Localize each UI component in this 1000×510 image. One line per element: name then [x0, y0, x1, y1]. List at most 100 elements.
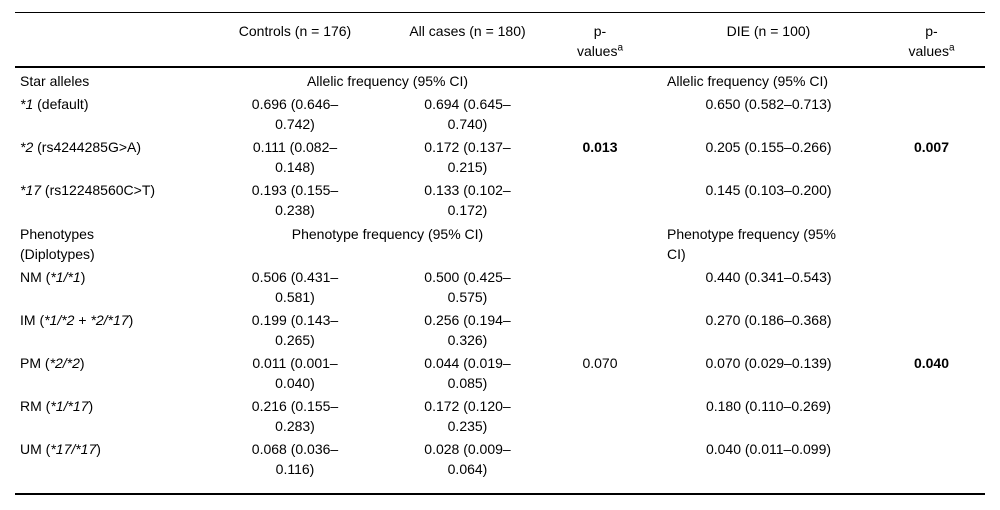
allele-name: *17/*17 — [50, 441, 97, 457]
cell-pvalue-cases: 0.070 — [582, 355, 618, 371]
cell-all-cases: 0.172 (0.137– 0.215) — [424, 139, 511, 175]
cell-controls: 0.011 (0.001– 0.040) — [252, 355, 338, 391]
table-row-rm: RM (*1/*17) 0.216 (0.155– 0.283) 0.172 (… — [15, 394, 985, 437]
row-label: NM (*1/*1) — [15, 265, 230, 308]
label-text: ) — [96, 441, 101, 457]
cell-all-cases: 0.256 (0.194– 0.326) — [424, 312, 511, 348]
cell-all-cases: 0.172 (0.120– 0.235) — [424, 398, 511, 434]
cell-pvalue-die — [860, 437, 985, 495]
cell-pvalue-cases — [545, 221, 655, 265]
allele-name: *2 — [20, 139, 34, 155]
cell-controls: 0.199 (0.143– 0.265) — [251, 312, 339, 348]
col-header-pvalues-die: p- valuesa — [860, 12, 985, 68]
pvalues-label: p- values — [908, 23, 949, 59]
table-row-allele-1: *1 (default) 0.696 (0.646– 0.742) 0.694 … — [15, 92, 985, 135]
cell-controls: 0.506 (0.431– 0.581) — [251, 269, 339, 305]
row-label: Phenotypes (Diplotypes) — [20, 226, 95, 262]
cell-pvalue-cases — [545, 437, 655, 495]
cell-all-cases: 0.028 (0.009– 0.064) — [360, 437, 545, 495]
cell-all-cases: 0.500 (0.425– 0.575) — [424, 269, 511, 305]
cell-pvalue-die — [860, 221, 985, 265]
cell-die: 0.650 (0.582–0.713) — [705, 96, 832, 112]
table-row-allele-2: *2 (rs4244285G>A) 0.111 (0.082– 0.148) 0… — [15, 135, 985, 178]
label-text: UM ( — [20, 441, 51, 457]
cell-pvalue-die — [860, 178, 985, 221]
allele-name: *1/*2 — [44, 312, 75, 328]
col-header-controls: Controls (n = 176) — [230, 12, 360, 68]
cell-die: 0.205 (0.155–0.266) — [705, 139, 832, 155]
allele-name: *1/*17 — [50, 398, 89, 414]
table-container: Controls (n = 176) All cases (n = 180) p… — [15, 12, 985, 495]
cell-pvalue-cases: 0.013 — [582, 139, 618, 155]
cell-die: 0.440 (0.341–0.543) — [705, 269, 832, 285]
allele-name: *1/*1 — [50, 269, 81, 285]
cell-die: 0.040 (0.011–0.099) — [655, 437, 860, 495]
label-text: ) — [79, 355, 85, 371]
table-row-pm: PM (*2/*2) 0.011 (0.001– 0.040) 0.044 (0… — [15, 351, 985, 394]
label-text: (default) — [33, 96, 89, 112]
cell-die: 0.145 (0.103–0.200) — [705, 182, 832, 198]
label-text: ) — [80, 269, 86, 285]
cell-die: 0.070 (0.029–0.139) — [705, 355, 832, 371]
table-row-um: UM (*17/*17) 0.068 (0.036– 0.116) 0.028 … — [15, 437, 985, 495]
row-label: *1 (default) — [15, 92, 230, 135]
row-label: IM (*1/*2 + *2/*17) — [15, 308, 230, 351]
cell-controls: 0.696 (0.646– 0.742) — [251, 96, 339, 132]
cell-pvalue-die: 0.007 — [913, 139, 950, 155]
span-header-die: Allelic frequency (95% CI) — [667, 73, 829, 89]
cell-pvalue-cases — [545, 92, 655, 135]
allele-name: *2/*2 — [49, 355, 80, 371]
cell-controls: 0.068 (0.036– 0.116) — [230, 437, 360, 495]
table-row-nm: NM (*1/*1) 0.506 (0.431– 0.581) 0.500 (0… — [15, 265, 985, 308]
cell-pvalue-die — [860, 265, 985, 308]
allele-name: *2/*17 — [90, 312, 129, 328]
row-label: *2 (rs4244285G>A) — [15, 135, 230, 178]
cell-pvalue-die — [860, 394, 985, 437]
label-text: + — [74, 312, 91, 328]
table-row-allele-17: *17 (rs12248560C>T) 0.193 (0.155– 0.238)… — [15, 178, 985, 221]
cell-pvalue-die — [860, 308, 985, 351]
allele-name: *1 — [20, 96, 34, 112]
label-text: ) — [88, 398, 94, 414]
frequency-table: Controls (n = 176) All cases (n = 180) p… — [15, 12, 985, 495]
label-text: NM ( — [20, 269, 51, 285]
cell-pvalue-die — [860, 67, 985, 92]
col-header-die: DIE (n = 100) — [655, 12, 860, 68]
cell-pvalue-die — [860, 92, 985, 135]
row-label: PM (*2/*2) — [15, 351, 230, 394]
row-label: Star alleles — [20, 73, 90, 89]
cell-pvalue-cases — [545, 308, 655, 351]
label-text: IM ( — [20, 312, 45, 328]
cell-die: 0.180 (0.110–0.269) — [705, 398, 832, 414]
row-label: RM (*1/*17) — [15, 394, 230, 437]
cell-die: 0.270 (0.186–0.368) — [705, 312, 832, 328]
cell-all-cases: 0.133 (0.102– 0.172) — [424, 182, 511, 218]
label-text: (rs12248560C>T) — [41, 182, 156, 198]
table-row-im: IM (*1/*2 + *2/*17) 0.199 (0.143– 0.265)… — [15, 308, 985, 351]
label-text: (rs4244285G>A) — [33, 139, 142, 155]
section-row-phenotypes: Phenotypes (Diplotypes) Phenotype freque… — [15, 221, 985, 265]
allele-name: *17 — [20, 182, 42, 198]
cell-controls: 0.193 (0.155– 0.238) — [251, 182, 339, 218]
span-header-left: Allelic frequency (95% CI) — [306, 73, 469, 89]
cell-pvalue-cases — [545, 394, 655, 437]
cell-pvalue-cases — [545, 67, 655, 92]
section-row-star-alleles: Star alleles Allelic frequency (95% CI) … — [15, 67, 985, 92]
row-label: *17 (rs12248560C>T) — [15, 178, 230, 221]
cell-pvalue-cases — [545, 265, 655, 308]
header-row: Controls (n = 176) All cases (n = 180) p… — [15, 12, 985, 68]
col-header-pvalues-cases: p- valuesa — [545, 12, 655, 68]
col-header-empty — [15, 12, 230, 68]
label-text: RM ( — [20, 398, 51, 414]
cell-controls: 0.111 (0.082– 0.148) — [252, 139, 338, 175]
cell-pvalue-die: 0.040 — [913, 355, 950, 371]
cell-pvalue-cases — [545, 178, 655, 221]
footnote-marker-a: a — [617, 42, 624, 54]
col-header-all-cases: All cases (n = 180) — [360, 12, 545, 68]
cell-all-cases: 0.694 (0.645– 0.740) — [424, 96, 511, 132]
cell-all-cases: 0.044 (0.019– 0.085) — [424, 355, 511, 391]
pvalues-label: p- values — [576, 23, 618, 59]
footnote-marker-a: a — [948, 42, 955, 54]
span-header-die: Phenotype frequency (95% CI) — [667, 226, 836, 262]
